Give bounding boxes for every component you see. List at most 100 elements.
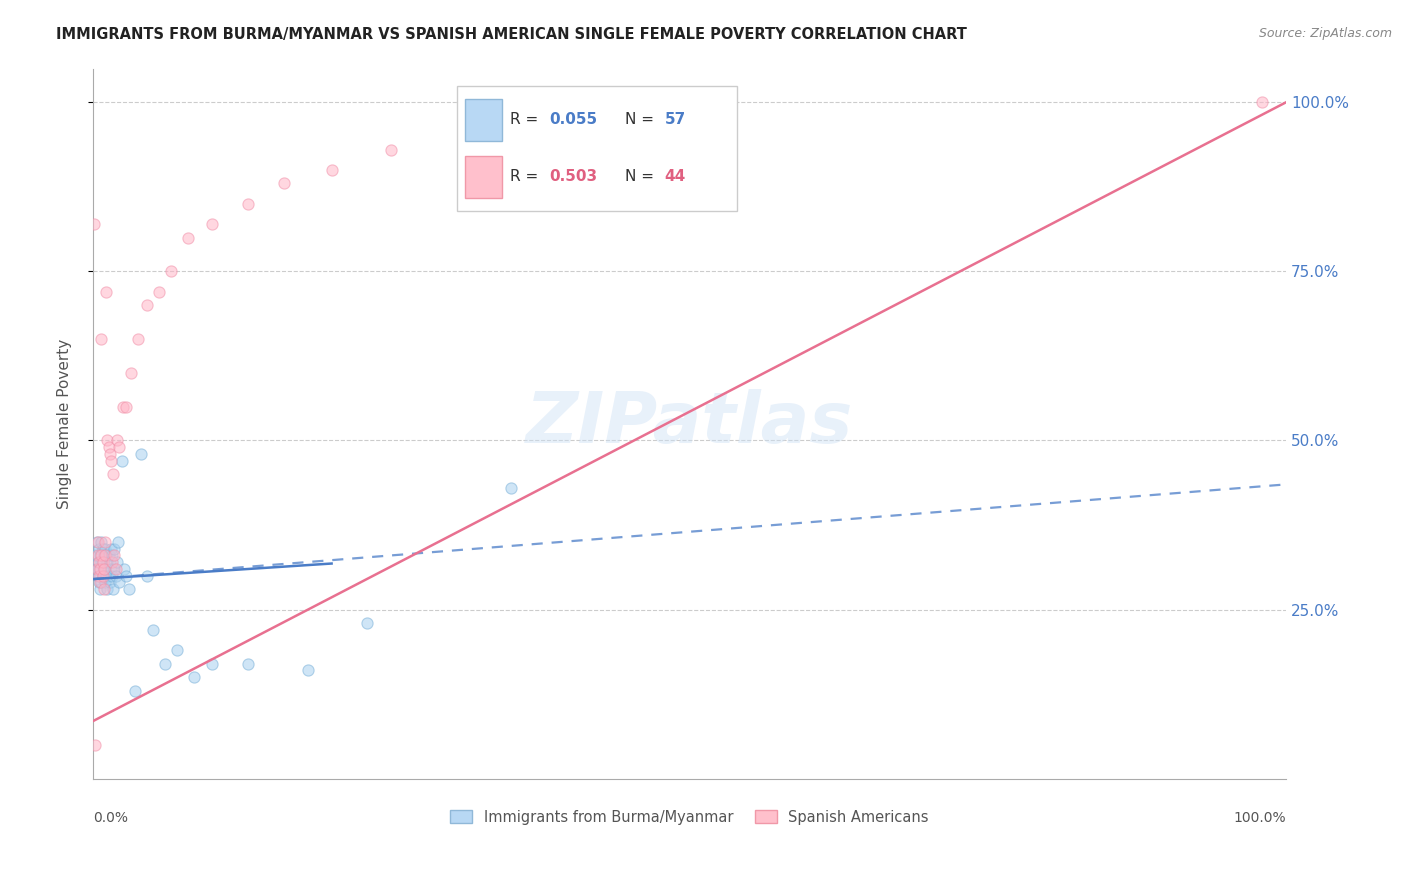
Point bbox=[1251, 95, 1274, 110]
Point bbox=[499, 481, 522, 495]
Point bbox=[112, 562, 135, 576]
Point bbox=[111, 454, 134, 468]
Point bbox=[273, 177, 295, 191]
Point bbox=[100, 562, 122, 576]
Point bbox=[87, 562, 110, 576]
Point bbox=[236, 657, 259, 671]
Point bbox=[135, 568, 157, 582]
Point bbox=[297, 664, 319, 678]
Point bbox=[97, 568, 120, 582]
Point bbox=[94, 568, 117, 582]
Point bbox=[86, 562, 108, 576]
Point bbox=[94, 285, 117, 299]
Point bbox=[93, 562, 115, 576]
Point bbox=[86, 562, 108, 576]
Point bbox=[87, 549, 110, 563]
Point bbox=[94, 534, 117, 549]
Point bbox=[159, 264, 181, 278]
Point bbox=[97, 440, 120, 454]
Point bbox=[103, 541, 125, 556]
Point bbox=[100, 541, 122, 556]
Point bbox=[135, 298, 157, 312]
Point bbox=[90, 534, 112, 549]
Point bbox=[100, 454, 122, 468]
Point bbox=[101, 568, 124, 582]
Point bbox=[105, 434, 128, 448]
Point bbox=[84, 549, 107, 563]
Point bbox=[103, 467, 125, 482]
Point bbox=[103, 582, 125, 597]
Point bbox=[87, 541, 110, 556]
Point bbox=[93, 582, 115, 597]
Point bbox=[91, 555, 114, 569]
Point bbox=[201, 657, 224, 671]
Point bbox=[94, 549, 117, 563]
Point bbox=[91, 541, 114, 556]
Point bbox=[104, 568, 127, 582]
Text: 0.0%: 0.0% bbox=[93, 811, 128, 824]
Point bbox=[153, 657, 176, 671]
Point bbox=[115, 400, 138, 414]
Legend: Immigrants from Burma/Myanmar, Spanish Americans: Immigrants from Burma/Myanmar, Spanish A… bbox=[450, 810, 929, 824]
Point bbox=[104, 562, 127, 576]
Point bbox=[94, 549, 117, 563]
Point bbox=[103, 562, 125, 576]
Point bbox=[101, 549, 124, 563]
Point bbox=[94, 575, 117, 590]
Point bbox=[91, 568, 114, 582]
Point bbox=[87, 555, 110, 569]
Point bbox=[127, 332, 149, 346]
Point bbox=[380, 143, 402, 157]
Point bbox=[124, 683, 146, 698]
Point bbox=[201, 217, 224, 231]
Point bbox=[356, 615, 378, 630]
Point bbox=[87, 575, 110, 590]
Point bbox=[129, 447, 152, 461]
Point bbox=[499, 122, 522, 136]
Point bbox=[83, 217, 105, 231]
Point bbox=[87, 555, 110, 569]
Point bbox=[96, 555, 118, 569]
Point bbox=[103, 549, 125, 563]
Point bbox=[90, 575, 112, 590]
Point bbox=[236, 196, 259, 211]
Point bbox=[89, 582, 111, 597]
Point bbox=[148, 285, 170, 299]
Text: ZIPatlas: ZIPatlas bbox=[526, 389, 853, 458]
Point bbox=[93, 562, 115, 576]
Y-axis label: Single Female Poverty: Single Female Poverty bbox=[58, 338, 72, 508]
Point bbox=[183, 670, 205, 684]
Point bbox=[96, 582, 118, 597]
Point bbox=[86, 534, 108, 549]
Point bbox=[107, 534, 129, 549]
Point bbox=[97, 549, 120, 563]
Point bbox=[89, 549, 111, 563]
Point bbox=[94, 541, 117, 556]
Point bbox=[98, 575, 121, 590]
Point bbox=[166, 643, 188, 657]
Point bbox=[84, 738, 107, 752]
Point bbox=[111, 400, 134, 414]
Point bbox=[91, 568, 114, 582]
Point bbox=[120, 366, 142, 380]
Point bbox=[98, 447, 121, 461]
Point bbox=[89, 568, 111, 582]
Point bbox=[87, 568, 110, 582]
Point bbox=[98, 555, 121, 569]
Text: IMMIGRANTS FROM BURMA/MYANMAR VS SPANISH AMERICAN SINGLE FEMALE POVERTY CORRELAT: IMMIGRANTS FROM BURMA/MYANMAR VS SPANISH… bbox=[56, 27, 967, 42]
Point bbox=[321, 163, 343, 178]
Point bbox=[94, 562, 117, 576]
Point bbox=[87, 534, 110, 549]
Point bbox=[101, 555, 124, 569]
Point bbox=[90, 555, 112, 569]
Point bbox=[89, 575, 111, 590]
Point bbox=[87, 568, 110, 582]
Point bbox=[177, 230, 200, 244]
Point bbox=[108, 440, 131, 454]
Point bbox=[115, 568, 138, 582]
Text: 100.0%: 100.0% bbox=[1233, 811, 1286, 824]
Point bbox=[91, 555, 114, 569]
Point bbox=[89, 562, 111, 576]
Point bbox=[108, 575, 131, 590]
Point bbox=[678, 109, 700, 123]
